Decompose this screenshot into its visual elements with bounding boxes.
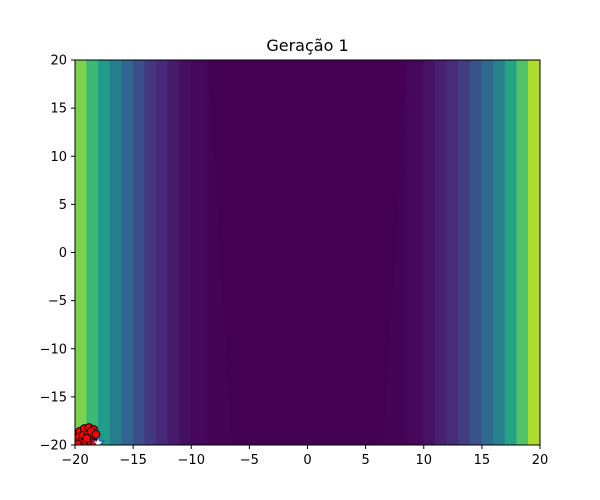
contour-band-15	[446, 60, 459, 445]
contour-band-19	[493, 60, 506, 445]
y-axis: 20 15 10 5 0 −5 −10 −15 −20	[40, 54, 75, 454]
x-tick-label: 20	[532, 453, 549, 468]
y-tick-label: −5	[48, 294, 67, 309]
y-tick-label: 10	[50, 150, 67, 165]
x-tick-label: −10	[178, 453, 205, 468]
x-tick-label: 5	[361, 453, 369, 468]
contour-band-8	[167, 60, 180, 445]
contour-band-5	[132, 60, 146, 445]
contour-band-10	[190, 60, 209, 445]
contour-shading-0	[207, 60, 232, 445]
contour-band-9	[179, 60, 192, 445]
contour-band-20	[504, 60, 518, 445]
x-tick-label: −20	[61, 453, 88, 468]
best-individual-star	[91, 435, 106, 445]
contour-band-12	[406, 60, 425, 445]
contour-band-16	[458, 60, 471, 445]
y-tick-label: 0	[59, 246, 67, 261]
contour-band-0	[75, 60, 87, 445]
contour-band-22	[528, 60, 540, 445]
contour-band-4	[121, 60, 134, 445]
population-points	[75, 423, 106, 445]
contour-band-7	[156, 60, 169, 445]
x-tick-label: −15	[119, 453, 146, 468]
population-point-12	[75, 439, 82, 445]
x-tick-label: 10	[415, 453, 432, 468]
contour-background	[75, 60, 540, 445]
contour-band-2	[97, 60, 111, 445]
contour-band-11	[208, 60, 407, 445]
x-tick-label: 15	[474, 453, 491, 468]
contour-band-21	[516, 60, 529, 445]
chart-title: Geração 1	[266, 36, 348, 55]
contour-band-6	[144, 60, 157, 445]
y-tick-label: 5	[59, 198, 67, 213]
y-tick-label: −20	[40, 439, 67, 454]
y-tick-label: 20	[50, 54, 67, 69]
contour-band-13	[423, 60, 436, 445]
x-tick-label: 0	[303, 453, 311, 468]
contour-band-1	[86, 60, 99, 445]
population-point-15	[91, 429, 101, 439]
contour-shading-1	[383, 60, 408, 445]
y-tick-label: 15	[50, 102, 67, 117]
x-tick-label: −5	[240, 453, 259, 468]
x-axis: −20 −15 −10 −5 0 5 10 15 20	[61, 445, 548, 468]
population-point-14	[82, 433, 92, 443]
y-tick-label: −10	[40, 342, 67, 357]
contour-band-3	[109, 60, 122, 445]
y-tick-label: −15	[40, 390, 67, 405]
contour-band-14	[435, 60, 448, 445]
contour-band-17	[469, 60, 483, 445]
contour-band-18	[481, 60, 494, 445]
